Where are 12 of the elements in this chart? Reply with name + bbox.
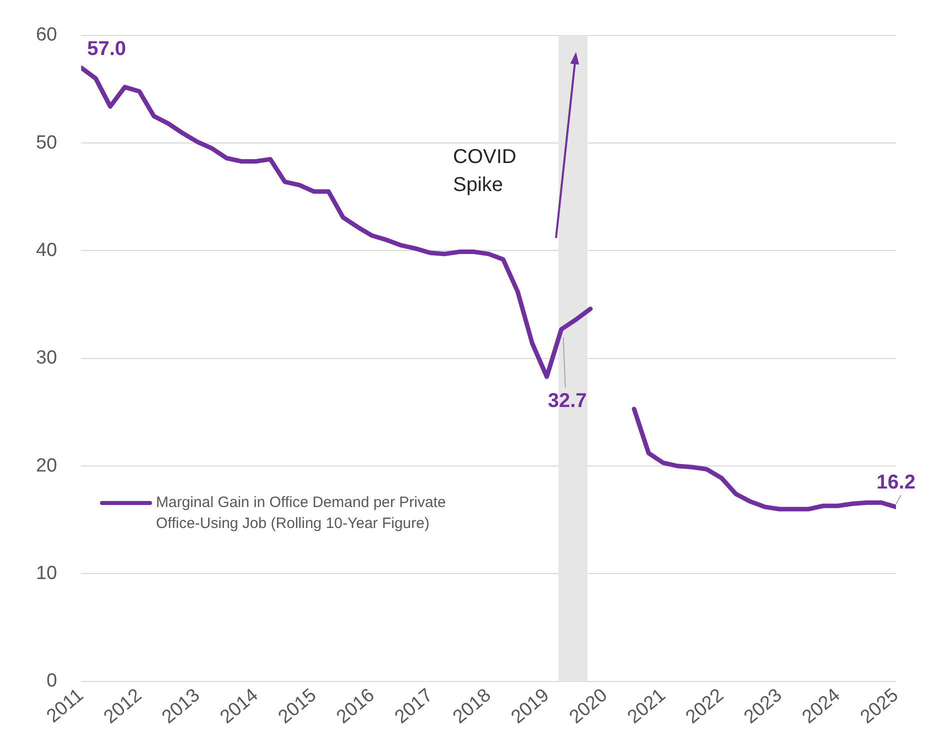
y-tick-label: 20 — [36, 455, 58, 476]
y-tick-label: 60 — [36, 24, 58, 46]
y-tick-label: 40 — [36, 240, 58, 261]
data-label: 32.7 — [548, 390, 587, 412]
data-label: 57.0 — [87, 38, 126, 60]
annotation: COVID Spike — [453, 146, 516, 196]
legend-label: Marginal Gain in Office Demand per Private Office-Using Job (Rolling 10-Year Figure) — [156, 493, 447, 534]
y-tick-label: 50 — [36, 132, 58, 154]
data-label: 16.2 — [876, 471, 916, 494]
y-tick-label: 10 — [36, 562, 58, 584]
y-tick-label: 30 — [36, 348, 58, 369]
y-tick-label: 0 — [46, 670, 58, 692]
